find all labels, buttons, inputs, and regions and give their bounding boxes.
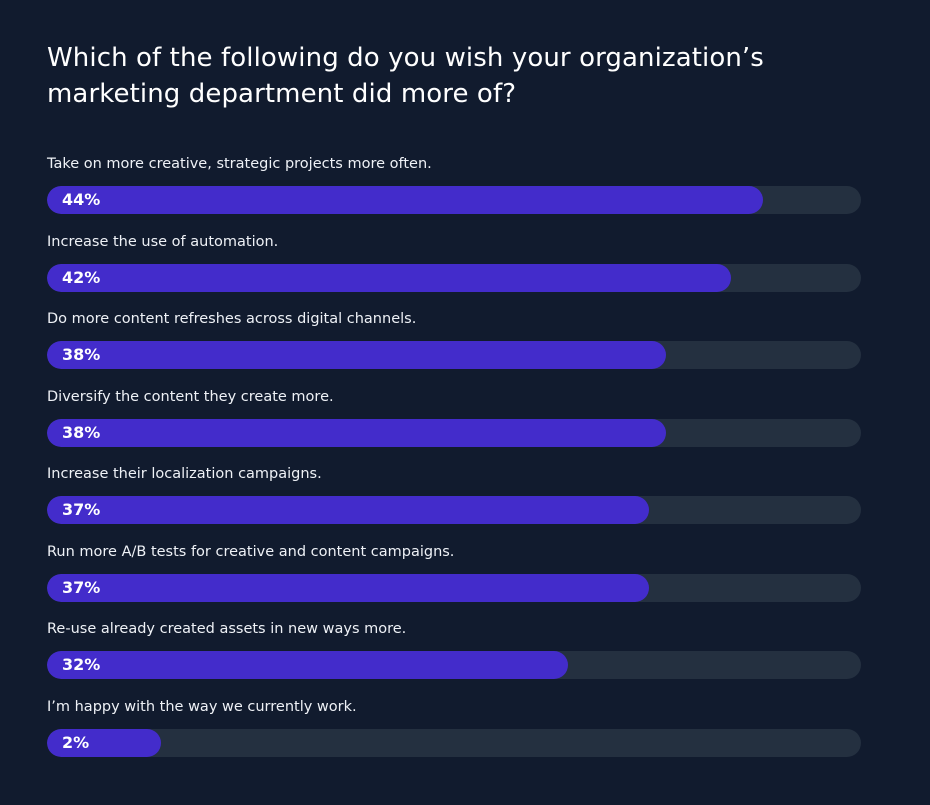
bar-category-label: Re-use already created assets in new way… xyxy=(47,621,407,637)
bar-row: Re-use already created assets in new way… xyxy=(47,620,861,698)
bar-value-label: 44% xyxy=(62,190,101,209)
bar-value-label: 38% xyxy=(62,422,101,442)
bar-value-label: 42% xyxy=(62,267,101,287)
bar-fill xyxy=(47,186,764,214)
bar-fill xyxy=(47,263,731,292)
bar-category-label: I’m happy with the way we currently work… xyxy=(47,698,357,715)
bar-row: Diversify the content they create more. 3… xyxy=(47,388,861,466)
bar-fill xyxy=(47,573,650,602)
bar-rows: Take on more creative, strategic project… xyxy=(47,155,861,775)
bar-category-label: Run more A/B tests for creative and cont… xyxy=(47,543,455,560)
bar-track: 2% xyxy=(47,728,861,757)
bar-category-label: Take on more creative, strategic project… xyxy=(47,156,432,172)
bar-value-label: 37% xyxy=(62,500,101,519)
bar-value-label: 38% xyxy=(62,345,101,364)
chart-title: Which of the following do you wish your … xyxy=(47,43,764,109)
chart-container: Which of the following do you wish your … xyxy=(47,40,861,757)
bar-value-label: 2% xyxy=(62,732,90,752)
bar-row: Increase the use of automation. 42% xyxy=(47,233,861,311)
bar-row: Do more content refreshes across digital… xyxy=(47,310,861,388)
bar-row: I’m happy with the way we currently work… xyxy=(47,698,861,776)
bar-row: Increase their localization campaigns. 37… xyxy=(47,465,861,543)
bar-track: 38% xyxy=(47,341,861,369)
bar-track: 37% xyxy=(47,573,861,602)
bar-fill xyxy=(47,341,666,369)
bar-fill xyxy=(47,728,161,757)
bar-track: 44% xyxy=(47,186,861,214)
bar-value-label: 37% xyxy=(62,577,101,597)
bar-track: 37% xyxy=(47,496,861,524)
bar-fill xyxy=(47,496,650,524)
bar-fill xyxy=(47,418,666,447)
bar-category-label: Do more content refreshes across digital… xyxy=(47,311,417,327)
bar-row: Take on more creative, strategic project… xyxy=(47,155,861,233)
bar-row: Run more A/B tests for creative and cont… xyxy=(47,543,861,621)
bar-category-label: Increase the use of automation. xyxy=(47,233,279,250)
bar-track: 38% xyxy=(47,418,861,447)
bar-category-label: Diversify the content they create more. xyxy=(47,388,334,405)
bar-category-label: Increase their localization campaigns. xyxy=(47,466,322,482)
bar-fill xyxy=(47,651,568,679)
bar-value-label: 32% xyxy=(62,655,101,674)
bar-track: 32% xyxy=(47,651,861,679)
bar-track: 42% xyxy=(47,263,861,292)
